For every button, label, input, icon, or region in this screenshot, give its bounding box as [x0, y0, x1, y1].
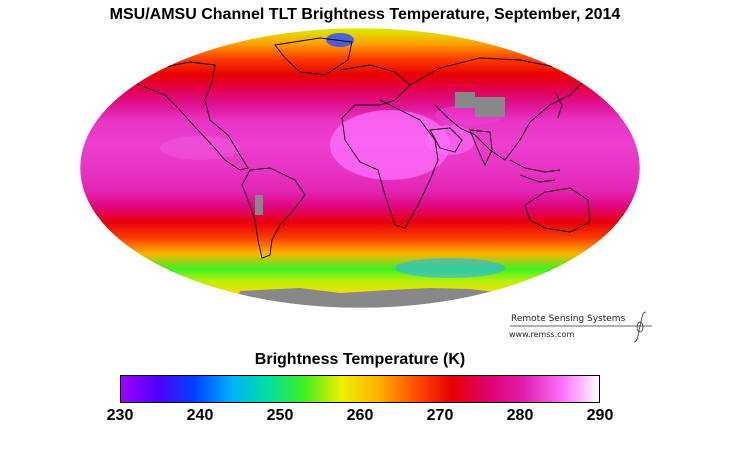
arctic-cold-spot [326, 33, 354, 47]
asia-coastline [409, 57, 586, 161]
north-america-coastline [116, 61, 249, 171]
west-pacific-warm-spot [160, 136, 240, 160]
arabia-hot-spot [425, 125, 475, 155]
logo-circle-icon [636, 321, 644, 333]
colorbar-tick-label: 290 [586, 407, 614, 424]
colorbar-ticks: 230 240 250 260 270 280 290 [0, 407, 730, 429]
europe-africa-coastline [339, 64, 439, 229]
legend-title: Brightness Temperature (K) [254, 351, 466, 368]
credit-website: www.remss.com [509, 330, 575, 339]
andes-no-data [255, 195, 263, 215]
colorbar-tick-label: 230 [106, 407, 134, 424]
south-america-coastline [241, 167, 306, 259]
rss-logo [510, 311, 652, 343]
colorbar-tick-label: 240 [186, 407, 214, 424]
southern-ocean-cold-spot [395, 258, 505, 278]
india-coastline [469, 129, 493, 167]
greenland-coastline [274, 37, 353, 76]
japan-coastline [554, 91, 563, 119]
globe [80, 28, 640, 308]
colorbar-tick-label: 250 [266, 407, 294, 424]
tibet-no-data-2 [475, 97, 505, 117]
tibet-no-data [455, 92, 475, 108]
map-title: MSU/AMSU Channel TLT Brightness Temperat… [109, 6, 621, 23]
australia-coastline [524, 187, 591, 233]
globe-outline [79, 27, 641, 309]
sahara-hot-spot [330, 110, 450, 180]
credit-organization: Remote Sensing Systems [511, 314, 626, 324]
colorbar-tick-label: 260 [346, 407, 374, 424]
logo-integral-icon [633, 311, 647, 343]
arabia-coastline [429, 127, 463, 153]
colorbar-tick-label: 270 [426, 407, 454, 424]
colorbar-tick-label: 280 [506, 407, 534, 424]
antarctica-no-data [230, 288, 500, 308]
coastlines [116, 37, 591, 259]
colorbar [120, 375, 600, 403]
southeast-asia-islands [509, 159, 561, 183]
